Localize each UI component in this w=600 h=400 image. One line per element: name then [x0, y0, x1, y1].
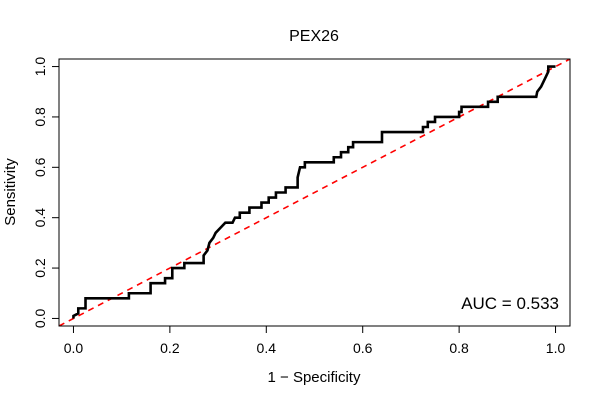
x-tick-label: 1.0	[546, 340, 566, 356]
y-tick-label: 0.4	[32, 208, 48, 228]
x-tick-label: 0.8	[449, 340, 469, 356]
y-tick-label: 0.6	[32, 157, 48, 177]
y-tick-label: 0.2	[32, 258, 48, 278]
x-axis: 0.0 0.2 0.4 0.6 0.8 1.0	[64, 326, 566, 356]
auc-annotation: AUC = 0.533	[461, 294, 559, 313]
roc-curve-line	[72, 65, 556, 319]
chart-title: PEX26	[289, 28, 339, 45]
reference-diagonal-line	[59, 59, 570, 326]
x-tick-label: 0.4	[257, 340, 277, 356]
y-tick-label: 1.0	[32, 57, 48, 77]
x-axis-label: 1 − Specificity	[268, 369, 361, 386]
x-tick-label: 0.6	[353, 340, 373, 356]
x-tick-label: 0.2	[160, 340, 180, 356]
y-tick-label: 0.8	[32, 107, 48, 127]
y-tick-label: 0.0	[32, 309, 48, 329]
x-tick-label: 0.0	[64, 340, 84, 356]
y-axis-label: Sensitivity	[2, 158, 19, 226]
y-axis: 0.0 0.2 0.4 0.6 0.8 1.0	[32, 57, 59, 329]
plot-frame	[58, 58, 571, 327]
